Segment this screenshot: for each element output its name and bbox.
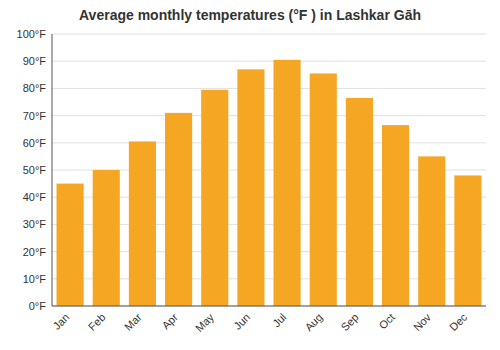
x-tick-label: Aug — [302, 311, 324, 333]
x-tick-label: Apr — [159, 311, 180, 332]
bar — [201, 90, 228, 306]
bar — [418, 156, 445, 306]
y-tick-labels: 0°F 10°F 20°F 30°F 40°F 50°F 60°F 70°F 80°F 90°F 1… — [17, 28, 47, 312]
x-tick-label: Jul — [270, 311, 288, 329]
bar — [237, 69, 264, 306]
bar — [346, 98, 373, 306]
y-tick-label: 50°F — [23, 164, 47, 176]
y-grid — [52, 34, 486, 306]
grid-line — [52, 88, 486, 89]
x-tick-label: Jun — [231, 311, 252, 332]
y-tick-label: 0°F — [29, 300, 47, 312]
x-tick-label: May — [193, 311, 217, 335]
chart-title: Average monthly temperatures (°F ) in La… — [79, 7, 421, 23]
grid-line — [52, 142, 486, 143]
bar — [129, 141, 156, 306]
y-tick-label: 60°F — [23, 137, 47, 149]
y-tick-label: 90°F — [23, 55, 47, 67]
grid-line — [52, 61, 486, 62]
y-tick-label: 100°F — [17, 28, 47, 40]
x-axis-line — [52, 306, 486, 307]
x-tick-labels: Jan Feb Mar Apr May Jun Jul Aug Sep Oct Nov Dec — [50, 311, 469, 335]
bar — [93, 170, 120, 306]
bars — [57, 60, 482, 306]
bar — [274, 60, 301, 306]
x-tick-label: Oct — [376, 311, 397, 332]
bar — [165, 113, 192, 306]
bar — [310, 73, 337, 306]
x-tick-label: Feb — [86, 311, 108, 333]
y-tick-label: 80°F — [23, 82, 47, 94]
bar — [57, 184, 84, 306]
grid-line — [52, 34, 486, 35]
x-tick-label: Jan — [50, 311, 71, 332]
y-tick-label: 40°F — [23, 191, 47, 203]
x-tick-label: Dec — [447, 311, 470, 334]
chart-container: Average monthly temperatures (°F ) in La… — [0, 0, 500, 350]
y-tick-label: 70°F — [23, 110, 47, 122]
grid-line — [52, 306, 486, 307]
chart-svg: Average monthly temperatures (°F ) in La… — [0, 0, 500, 350]
page: {"chart_data": {"type": "bar", "title": … — [0, 0, 500, 350]
y-tick-label: 10°F — [23, 273, 47, 285]
y-tick-label: 30°F — [23, 218, 47, 230]
x-tick-label: Sep — [339, 311, 361, 333]
bar — [382, 125, 409, 306]
x-tick-label: Nov — [411, 311, 434, 334]
x-tick-label: Mar — [122, 311, 144, 333]
bar — [454, 175, 481, 306]
y-axis-line — [52, 34, 53, 306]
grid-line — [52, 115, 486, 116]
y-tick-label: 20°F — [23, 246, 47, 258]
